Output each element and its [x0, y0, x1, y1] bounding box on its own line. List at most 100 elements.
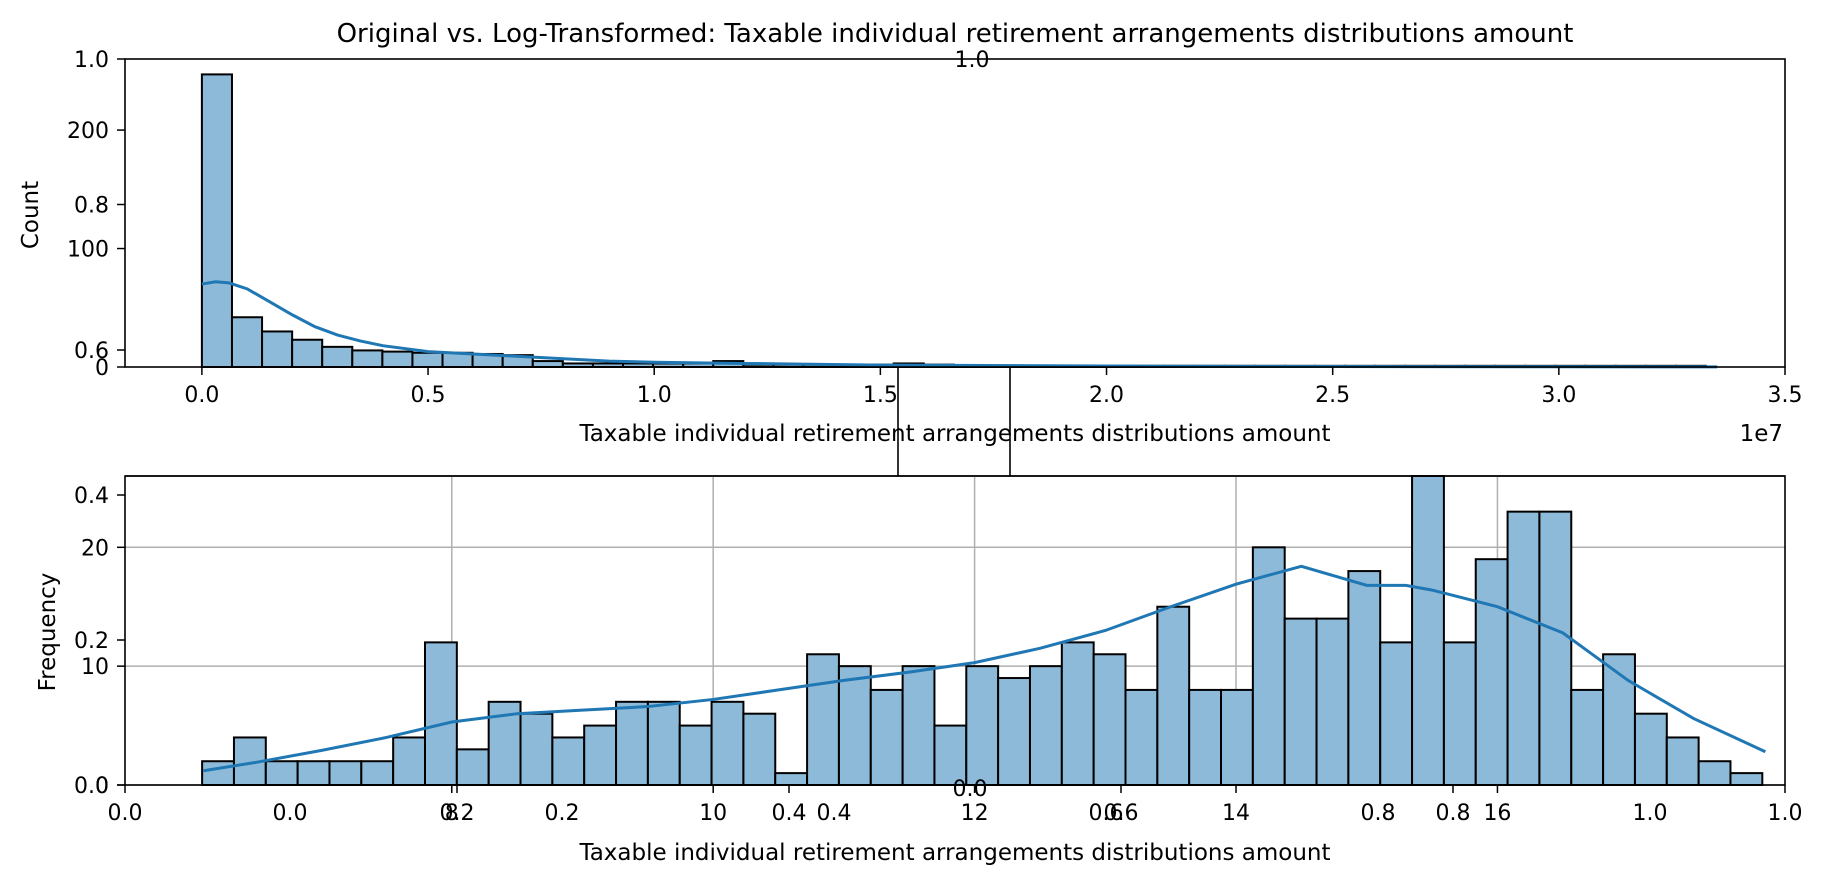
hist-bar	[264, 760, 299, 786]
hist-bar	[291, 338, 324, 368]
bottom-x-axis-label: Taxable individual retirement arrangemen…	[578, 840, 1330, 866]
hist-bar	[411, 351, 444, 368]
bottom-x-tick-label: 10	[699, 801, 727, 826]
hist-bar	[1315, 617, 1350, 786]
top-stray-y-tick-label: 0.6	[74, 339, 109, 364]
top-x-offset-label: 1e7	[1740, 421, 1783, 447]
bottom-x-tick-label: 12	[961, 801, 989, 826]
top-x-tick-label: 0.0	[184, 383, 219, 408]
hist-bar	[710, 700, 745, 786]
bottom-stray-mid-label: 0.0	[953, 777, 988, 802]
bottom-y-tick-label: 10	[81, 655, 109, 680]
top-panel: 0.0 0.5 1.0 1.5 2.0 2.5 3.0 3.5 0 100 200 0.6 0.8 1…	[18, 48, 1803, 447]
bottom-x-tick-label: 16	[1483, 801, 1511, 826]
top-axes-frame	[124, 58, 1786, 368]
hist-bar	[1092, 653, 1127, 787]
bottom-y-ticks: 0 10 20	[81, 536, 125, 799]
hist-bar	[1538, 510, 1573, 786]
figure-title: Original vs. Log-Transformed: Taxable in…	[337, 19, 1574, 49]
bottom-stray-x-ticks: 0.0 0.2 0.4 0.6 0.8 1.0	[108, 785, 1803, 826]
top-stray-top-label: 1.0	[955, 48, 990, 73]
top-x-tick-label: 2.0	[1089, 383, 1124, 408]
hist-bar	[1028, 665, 1063, 787]
hist-bar	[1060, 641, 1095, 786]
hist-bar	[1188, 688, 1223, 786]
hist-bar	[1697, 760, 1732, 786]
hist-bar	[1379, 641, 1414, 786]
hist-bar	[678, 724, 713, 787]
bottom-stray-x-tick-label: 1.0	[1768, 801, 1803, 826]
top-x-tick-label: 3.0	[1541, 383, 1576, 408]
hist-bar	[1124, 688, 1159, 786]
bottom-stray-sub-x-tick-label: 1.0	[1633, 801, 1668, 826]
hist-bar	[997, 677, 1031, 786]
hist-bar	[869, 688, 904, 786]
hist-bar	[261, 330, 294, 368]
hist-bar	[646, 700, 681, 786]
bottom-stray-y-tick-label: 0.2	[74, 629, 109, 654]
top-x-axis-label: Taxable individual retirement arrangemen…	[578, 421, 1330, 447]
hist-bar	[551, 736, 586, 787]
hist-bar	[583, 724, 618, 787]
bottom-y-tick-label: 0	[95, 774, 109, 799]
hist-bar	[1220, 688, 1254, 786]
bottom-stray-y-tick-label: 0.4	[74, 484, 109, 509]
hist-bar	[519, 712, 554, 786]
bottom-y-axis-label: Frequency	[35, 573, 61, 692]
hist-bar	[933, 724, 968, 787]
top-stray-y-tick-label: 0.8	[74, 194, 109, 219]
hist-bar	[296, 760, 331, 786]
hist-bar	[328, 760, 363, 786]
hist-bar	[806, 653, 840, 787]
bottom-stray-x-tick-label: 0.8	[1436, 801, 1471, 826]
hist-bar	[1633, 712, 1668, 786]
bottom-x-tick-label: 8	[445, 801, 459, 826]
hist-bar	[1665, 736, 1700, 787]
hist-bar	[381, 350, 414, 369]
bottom-kde-line	[203, 564, 1767, 773]
hist-bar	[230, 316, 264, 368]
hist-bar	[1729, 772, 1764, 786]
hist-bar	[351, 349, 384, 369]
bottom-stray-x-tick-label: 0.0	[108, 801, 143, 826]
hist-bar	[392, 736, 427, 787]
hist-bar	[321, 345, 354, 368]
hist-bar	[1442, 641, 1477, 786]
bottom-x-ticks: 8 10 12 14 16	[445, 785, 1511, 826]
hist-bar	[965, 665, 1000, 787]
hist-bar	[1156, 605, 1191, 786]
top-x-ticks: 0.0 0.5 1.0 1.5 2.0 2.5 3.0 3.5	[184, 367, 1803, 408]
hist-bar	[1251, 546, 1286, 786]
bottom-x-tick-label: 14	[1222, 801, 1250, 826]
top-x-tick-label: 0.5	[411, 383, 446, 408]
hist-bar	[1506, 510, 1541, 786]
bottom-stray-sub-x-tick-label: 0.6	[1089, 801, 1124, 826]
top-y-axis-label: Count	[18, 181, 44, 249]
hist-bar	[1474, 558, 1509, 786]
top-y-tick-label: 100	[67, 238, 109, 263]
hist-bar	[531, 360, 564, 368]
hist-bar	[742, 712, 777, 786]
bottom-stray-sub-x-tick-label: 0.8	[1361, 801, 1396, 826]
hist-bar	[1602, 653, 1636, 787]
bottom-axes-frame	[124, 475, 1786, 786]
hist-bar	[1411, 475, 1445, 786]
top-y-tick-label: 0	[95, 356, 109, 381]
hist-bar	[615, 700, 649, 786]
hist-bar	[1347, 570, 1382, 787]
hist-bar	[774, 772, 809, 786]
hist-bar	[901, 665, 936, 787]
top-x-tick-label: 3.5	[1768, 383, 1803, 408]
bottom-stray-x-tick-label: 0.6	[1104, 801, 1139, 826]
top-x-tick-label: 1.0	[637, 383, 672, 408]
top-y-tick-label: 200	[67, 119, 109, 144]
hist-bar	[424, 641, 458, 786]
hist-bar	[455, 748, 490, 786]
top-stray-y-tick-label: 1.0	[74, 48, 109, 73]
hist-bar	[360, 760, 395, 786]
bottom-stray-sub-x-tick-label: 0.4	[817, 801, 852, 826]
bottom-y-tick-label: 20	[81, 536, 109, 561]
bottom-stray-sub-x-tick-label: 0.2	[545, 801, 580, 826]
